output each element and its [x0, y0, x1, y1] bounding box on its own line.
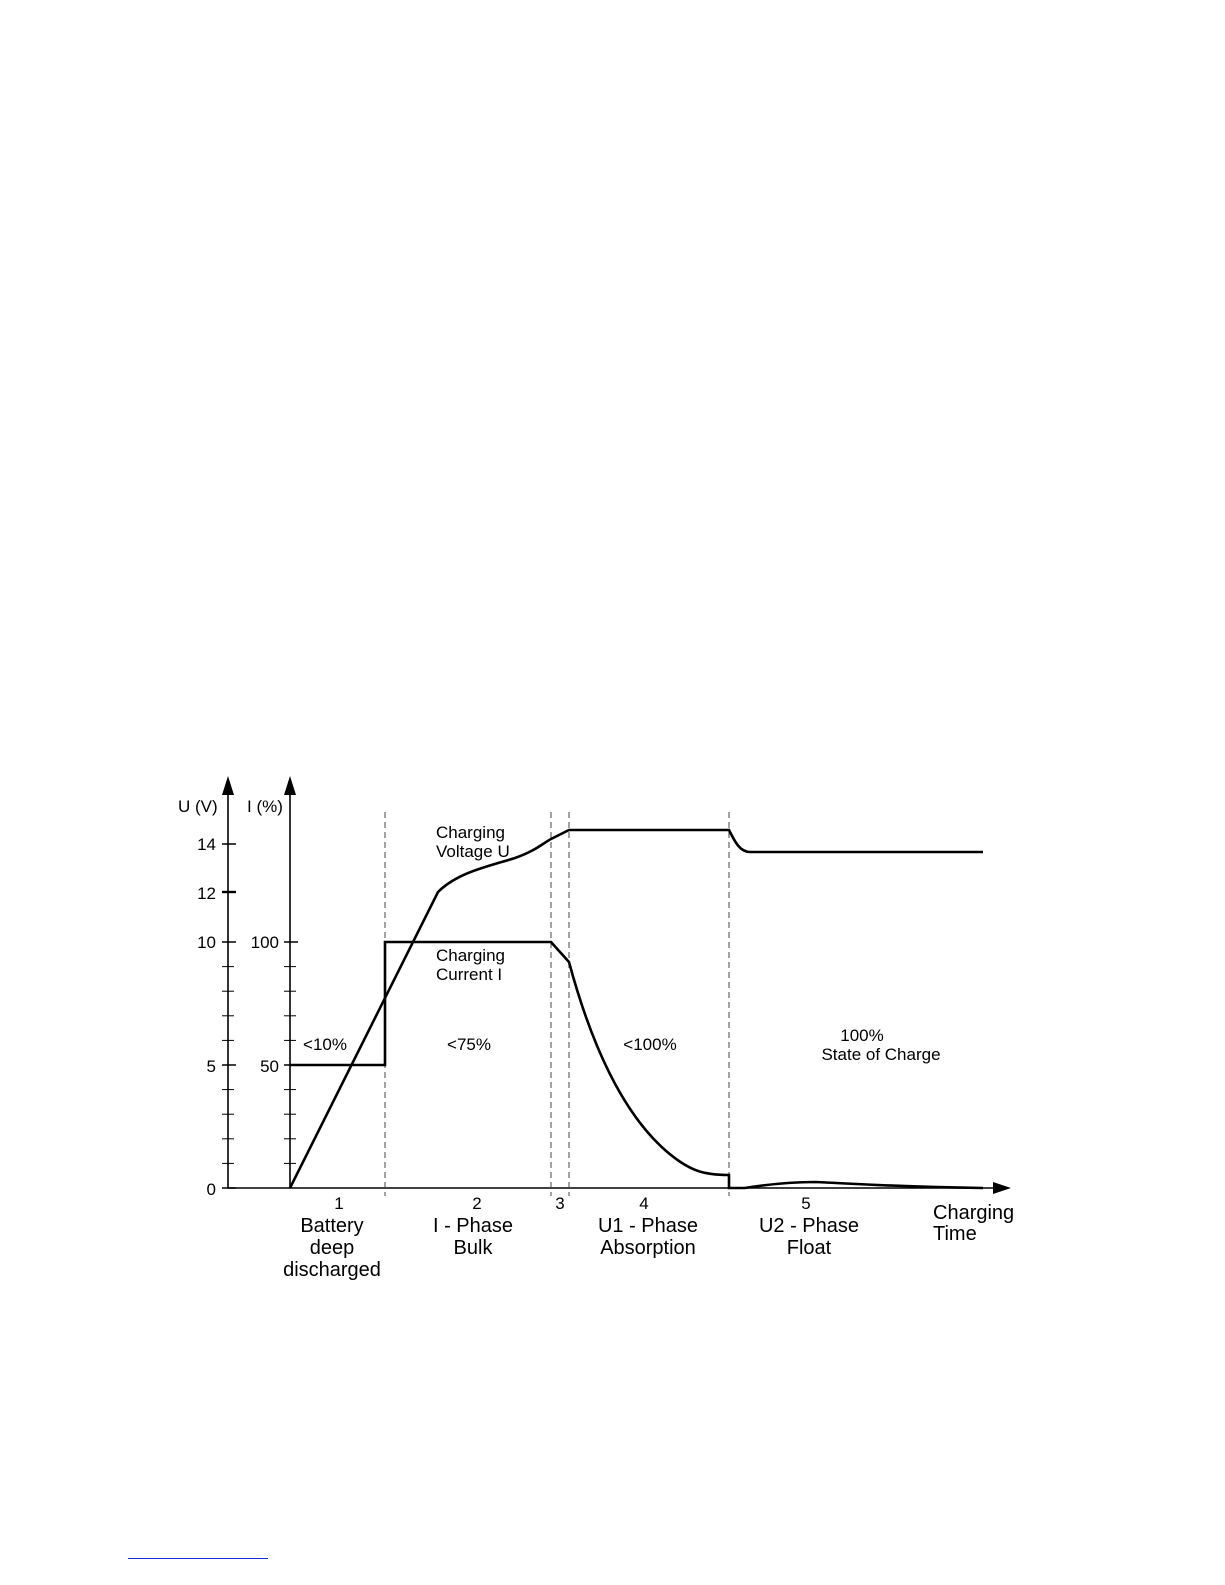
phase-4-name: U1 - Phase: [598, 1215, 698, 1237]
charging-voltage-curve: [288, 828, 983, 1189]
current-axis-label: I (%): [247, 797, 283, 816]
current-tick-100: 100: [251, 933, 279, 952]
current-curve-label: Current I: [436, 965, 502, 984]
voltage-tick-0: 0: [207, 1180, 216, 1199]
current-tick-50: 50: [260, 1057, 279, 1076]
voltage-axis-label: U (V): [178, 797, 218, 816]
time-axis-label: Charging: [933, 1202, 1014, 1224]
phase-number-4: 4: [639, 1194, 648, 1213]
axes: [227, 790, 996, 1189]
voltage-tick-14: 14: [197, 835, 216, 854]
time-axis-label: Time: [933, 1223, 977, 1245]
voltage-tick-12: 12: [197, 884, 216, 903]
axis-arrowheads: [222, 776, 1011, 1194]
phase-number-3: 3: [555, 1194, 564, 1213]
charging-current-curve: [290, 940, 984, 1190]
region-5-state: State of Charge: [821, 1045, 940, 1064]
region-1-state: <10%: [303, 1035, 347, 1054]
phase-1-name: deep: [310, 1237, 355, 1259]
phase-number-2: 2: [472, 1194, 481, 1213]
voltage-tick-5: 5: [207, 1057, 216, 1076]
time-axis-arrow: [993, 1182, 1011, 1194]
current-axis-ticks: [284, 941, 298, 1164]
phase-2-name: Bulk: [454, 1237, 494, 1259]
phase-4-name: Absorption: [600, 1237, 696, 1259]
region-5-state: 100%: [840, 1026, 883, 1045]
current-curve-label: Charging: [436, 946, 505, 965]
footnote-separator: [128, 1558, 268, 1559]
phase-number-5: 5: [801, 1194, 810, 1213]
voltage-curve-label: Charging: [436, 823, 505, 842]
voltage-curve-label: Voltage U: [436, 842, 510, 861]
phase-1-name: Battery: [300, 1215, 363, 1237]
phase-separators: [384, 812, 730, 1196]
phase-number-1: 1: [334, 1194, 343, 1213]
phase-5-name: U2 - Phase: [759, 1215, 859, 1237]
region-4-state: <100%: [623, 1035, 676, 1054]
phase-2-name: I - Phase: [433, 1215, 513, 1237]
current-axis-arrow: [284, 776, 296, 795]
voltage-axis-arrow: [222, 776, 234, 795]
voltage-tick-10: 10: [197, 933, 216, 952]
voltage-axis-ticks: [222, 843, 236, 1189]
phase-1-name: discharged: [283, 1259, 381, 1281]
phase-5-name: Float: [787, 1237, 832, 1259]
region-2-state: <75%: [447, 1035, 491, 1054]
